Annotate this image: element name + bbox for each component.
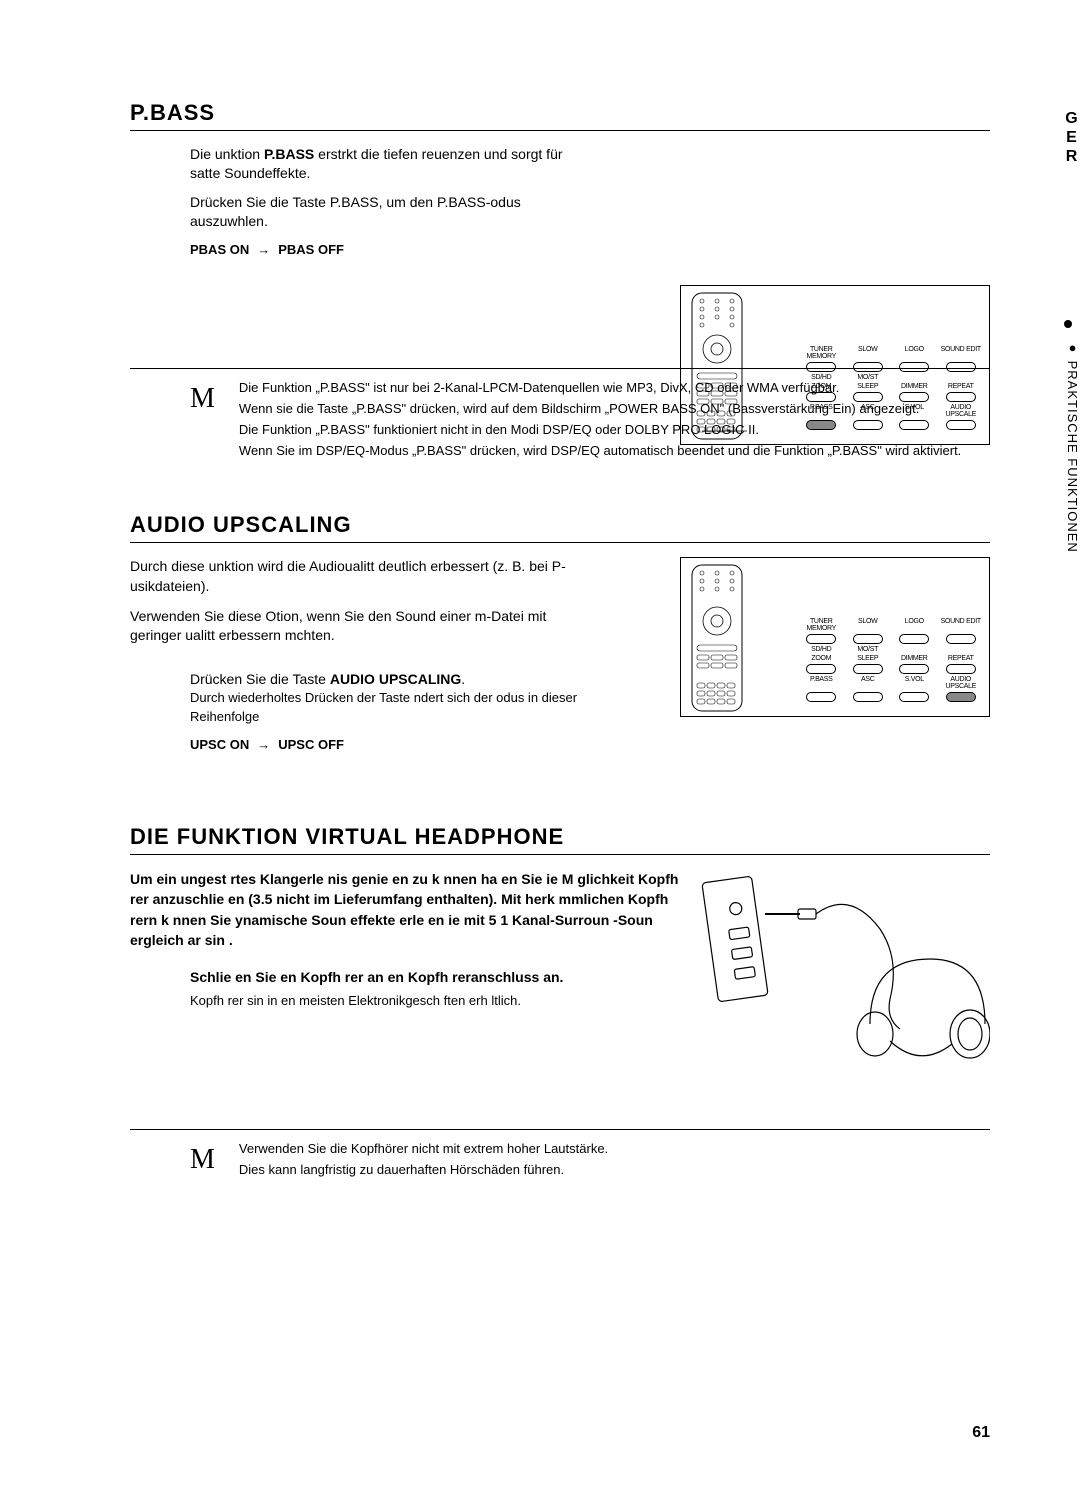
remote-icon (687, 291, 747, 441)
vh-step-sub: Kopfh rer sin in en meisten Elektronikge… (190, 992, 610, 1010)
vh-step-title: Schlie en Sie en Kopfh rer an en Kopfh r… (190, 968, 610, 988)
vh-intro: Um ein ungest rtes Klangerle nis genie e… (130, 869, 690, 950)
remote-diagram-upsc: TUNER MEMORYSLOWLOGOSOUND EDIT SD/HDMO/S… (680, 557, 990, 717)
arrow-icon: → (257, 737, 270, 752)
remote-icon (687, 563, 747, 713)
side-language-tab: GER (1062, 110, 1080, 167)
note-marker: M (190, 1140, 215, 1182)
upsc-mode-line: UPSC ON→UPSC OFF (190, 736, 610, 754)
pbass-title: P.BASS (130, 100, 990, 131)
pbass-mode-line: PBAS ON→PBAS OFF (190, 241, 570, 259)
side-section-label: PRAKTISCHE FUNKTIONEN (1065, 361, 1080, 553)
note-marker: M (190, 379, 215, 462)
upsc-intro-2: Verwenden Sie diese Otion, wenn Sie den … (130, 607, 580, 646)
page-number: 61 (972, 1424, 990, 1442)
upsc-step-sub: Durch wiederholtes Drücken der Taste nde… (190, 689, 610, 725)
remote-button-grid: TUNER MEMORYSLOWLOGOSOUND EDIT SD/HDMO/S… (801, 346, 981, 430)
upscaling-title: AUDIO UPSCALING (130, 512, 990, 543)
upsc-intro-1: Durch diese unktion wird die Audioualitt… (130, 557, 580, 596)
arrow-icon: → (257, 242, 270, 257)
pbass-intro-1: Die unktion P.BASS erstrkt die tiefen re… (190, 145, 570, 183)
vh-notes: Verwenden Sie die Kopfhörer nicht mit ex… (239, 1140, 990, 1182)
upsc-step: Drücken Sie die Taste AUDIO UPSCALING. (190, 670, 610, 690)
headphone-diagram (690, 869, 990, 1089)
remote-diagram-pbass: TUNER MEMORYSLOWLOGOSOUND EDIT SD/HDMO/S… (680, 285, 990, 445)
side-section-tab: ● PRAKTISCHE FUNKTIONEN (1065, 340, 1080, 553)
side-dot (1064, 320, 1072, 328)
remote-button-grid: TUNER MEMORYSLOWLOGOSOUND EDIT SD/HDMO/S… (801, 618, 981, 702)
vh-title: DIE FUNKTION VIRTUAL HEADPHONE (130, 824, 990, 855)
pbass-intro-2: Drücken Sie die Taste P.BASS, um den P.B… (190, 193, 570, 231)
